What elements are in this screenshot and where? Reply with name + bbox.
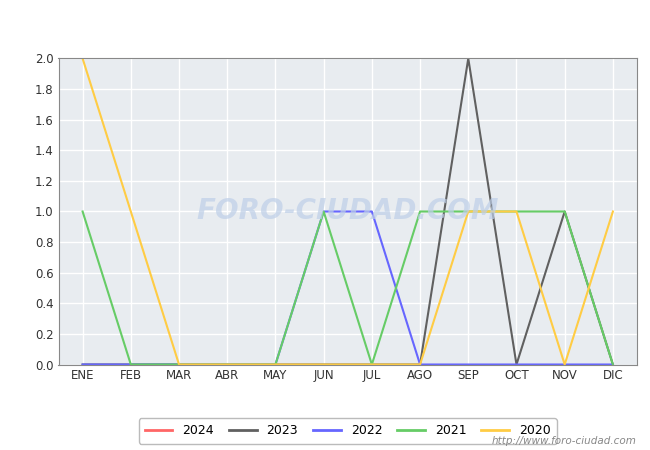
Legend: 2024, 2023, 2022, 2021, 2020: 2024, 2023, 2022, 2021, 2020 — [138, 418, 557, 444]
Text: Matriculaciones de Vehiculos en Montoliu de Segarra: Matriculaciones de Vehiculos en Montoliu… — [105, 14, 545, 33]
Text: FORO-CIUDAD.COM: FORO-CIUDAD.COM — [196, 198, 499, 225]
Text: http://www.foro-ciudad.com: http://www.foro-ciudad.com — [492, 436, 637, 446]
